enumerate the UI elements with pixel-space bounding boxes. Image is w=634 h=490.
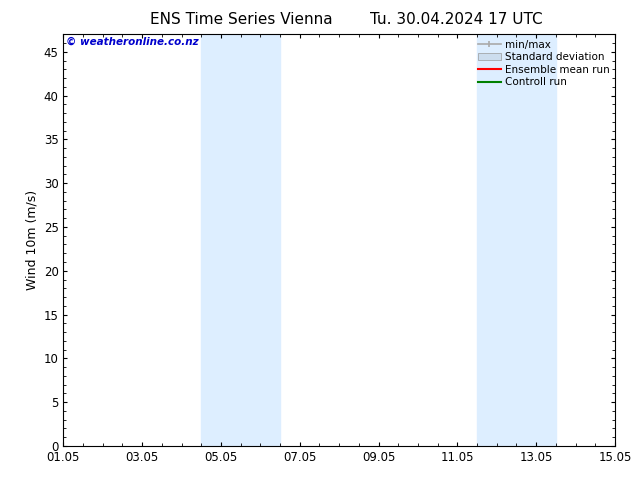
Text: ENS Time Series Vienna: ENS Time Series Vienna <box>150 12 332 27</box>
Y-axis label: Wind 10m (m/s): Wind 10m (m/s) <box>25 190 38 290</box>
Text: Tu. 30.04.2024 17 UTC: Tu. 30.04.2024 17 UTC <box>370 12 543 27</box>
Legend: min/max, Standard deviation, Ensemble mean run, Controll run: min/max, Standard deviation, Ensemble me… <box>476 37 612 89</box>
Text: © weatheronline.co.nz: © weatheronline.co.nz <box>66 36 199 47</box>
Bar <box>477 34 556 446</box>
Bar <box>202 34 280 446</box>
